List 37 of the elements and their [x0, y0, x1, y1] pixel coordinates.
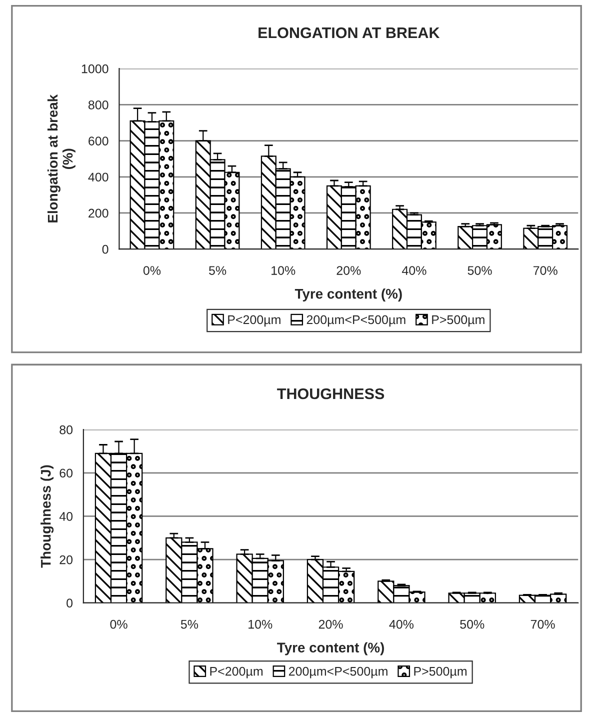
- legend-label: P<200µm: [210, 666, 263, 678]
- x-tick-label: 70%: [533, 266, 558, 275]
- x-axis-title: Tyre content (%): [277, 642, 384, 656]
- x-tick-label: 50%: [468, 266, 492, 275]
- x-axis-title: Tyre content (%): [294, 288, 402, 302]
- x-tick-label: 0%: [143, 266, 161, 275]
- y-tick-label: 0: [102, 244, 108, 254]
- legend-label: P<200µm: [228, 315, 280, 327]
- chart-title: ELONGATION AT BREAK: [258, 27, 440, 38]
- y-tick-label: 0: [66, 598, 73, 608]
- y-tick-label: 40: [59, 512, 73, 521]
- y-tick-label: 800: [88, 100, 108, 110]
- x-tick-label: 5%: [180, 620, 198, 629]
- x-tick-label: 10%: [248, 620, 272, 629]
- legend-label: P>500µm: [414, 666, 466, 678]
- legend-label: 200µm<P<500µm: [288, 666, 388, 678]
- chart-title: THOUGHNESS: [277, 388, 384, 400]
- x-tick-label: 5%: [209, 266, 226, 275]
- x-tick-label: 20%: [318, 620, 343, 629]
- y-tick-label: 1000: [82, 64, 108, 74]
- x-tick-label: 50%: [460, 620, 484, 629]
- y-tick-label: 20: [60, 555, 73, 564]
- y-tick-label: 200: [88, 208, 108, 218]
- y-tick-label: 400: [88, 172, 108, 182]
- legend-label: 200µm<P<500µm: [306, 315, 406, 327]
- legend-label: P>500µm: [432, 315, 484, 327]
- y-axis-title: Elongation at break (%): [47, 94, 76, 222]
- x-tick-label: 40%: [402, 266, 426, 275]
- x-tick-label: 40%: [389, 620, 414, 629]
- y-tick-label: 600: [88, 136, 108, 146]
- x-tick-label: 10%: [272, 266, 296, 275]
- y-tick-label: 80: [60, 425, 73, 434]
- x-tick-label: 0%: [110, 620, 128, 629]
- y-tick-label: 60: [60, 468, 73, 478]
- y-axis-title: Thoughness (J): [40, 465, 54, 568]
- x-tick-label: 70%: [530, 620, 555, 629]
- x-tick-label: 20%: [336, 266, 361, 275]
